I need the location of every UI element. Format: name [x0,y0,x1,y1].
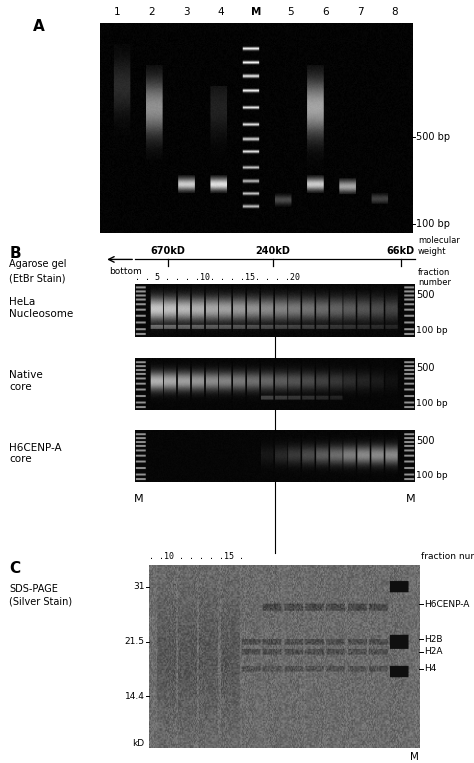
Text: SDS-PAGE: SDS-PAGE [9,584,58,594]
Text: HeLa
Nucleosome: HeLa Nucleosome [9,297,74,319]
Text: C: C [9,561,20,576]
Text: fraction
number: fraction number [418,268,451,288]
Text: M: M [251,7,261,17]
Text: M: M [406,494,416,504]
Text: 7: 7 [357,7,364,17]
Text: 2: 2 [148,7,155,17]
Text: M: M [134,494,144,504]
Text: Agarose gel: Agarose gel [9,259,67,269]
Text: . .10 . . . . .15 .: . .10 . . . . .15 . [149,552,244,562]
Text: 500: 500 [416,363,435,373]
Text: 21.5: 21.5 [125,637,145,646]
Text: H4: H4 [424,665,437,674]
Text: 100 bp: 100 bp [416,399,448,408]
Text: (EtBr Stain): (EtBr Stain) [9,273,66,283]
Text: 66kD: 66kD [386,246,415,256]
Text: . . 5 . . . .10. . . .15. . . .20: . . 5 . . . .10. . . .15. . . .20 [135,273,300,282]
Text: fraction number: fraction number [421,552,474,562]
Text: 31: 31 [133,582,145,591]
Text: H6CENP-A
core: H6CENP-A core [9,443,62,465]
Text: Native
core: Native core [9,370,43,392]
Text: 14.4: 14.4 [125,692,145,701]
Text: 100 bp: 100 bp [416,472,448,481]
Text: 8: 8 [392,7,398,17]
Text: 500: 500 [416,436,435,446]
Text: 4: 4 [218,7,225,17]
Text: 5: 5 [287,7,294,17]
Text: bottom: bottom [109,267,142,276]
Text: 1: 1 [114,7,120,17]
Text: B: B [9,246,21,262]
Text: molecular
weight: molecular weight [418,237,460,256]
Text: 670kD: 670kD [151,246,186,256]
Text: H2B: H2B [424,635,443,644]
Text: A: A [33,19,45,34]
Text: 100 bp: 100 bp [416,327,448,335]
Text: 500: 500 [416,289,435,300]
Text: 3: 3 [183,7,190,17]
Text: H6CENP-A: H6CENP-A [424,600,470,609]
Text: 240kD: 240kD [255,246,290,256]
Text: (Silver Stain): (Silver Stain) [9,597,73,607]
Text: 500 bp: 500 bp [416,132,450,143]
Text: 6: 6 [322,7,329,17]
Text: M: M [410,752,419,761]
Text: H2A: H2A [424,648,443,656]
Text: 100 bp: 100 bp [416,218,450,229]
Text: kD: kD [132,739,145,749]
